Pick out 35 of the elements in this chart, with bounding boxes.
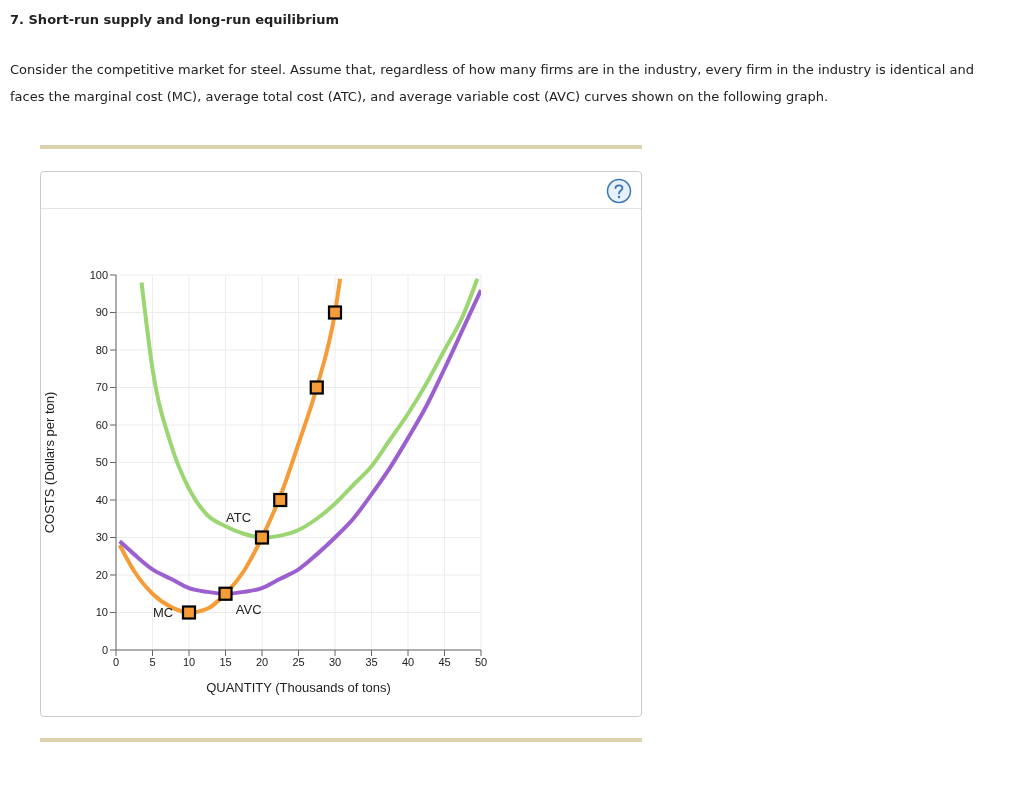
x-tick-label: 10 [182, 655, 196, 668]
y-tick-label: 100 [89, 268, 108, 281]
chart-subtitle: Consider the competitive market for steel. Assume that, regardless of how many firms are in the industry, every firm in the industry is identical and faces the marginal cost (MC), average total cost (ATC), and average variable cost (AVC) curves shown on the following graph. [10, 61, 975, 106]
x-tick-label: 40 [401, 655, 415, 668]
y-tick-label: 10 [95, 606, 108, 619]
x-tick-label: 45 [438, 655, 451, 668]
y-tick-label: 30 [95, 531, 108, 544]
point [327, 305, 343, 320]
y-tick-label: 70 [95, 381, 108, 394]
point [254, 530, 270, 545]
point [309, 380, 324, 395]
y-tick-label: 40 [95, 493, 108, 506]
x-tick-label: 20 [255, 655, 269, 668]
y-tick-label: 90 [95, 306, 108, 319]
series-label: AVC [235, 601, 262, 617]
x-tick-label: 5 [149, 655, 156, 668]
x-tick-label: 30 [328, 655, 342, 668]
point [218, 586, 233, 601]
x-axis-title: QUANTITY (Thousands of tons) [206, 680, 391, 695]
chart-title: 7. Short-run supply and long-run equilibrium [10, 12, 339, 27]
point [273, 492, 288, 508]
y-axis-title: COSTS (Dollars per ton) [41, 391, 57, 534]
x-tick-label: 0 [112, 655, 120, 668]
y-tick-label: 60 [95, 418, 108, 431]
y-tick-label: 50 [95, 456, 108, 469]
x-tick-label: 25 [292, 655, 305, 668]
x-tick-label: 15 [219, 655, 232, 668]
series-label: ATC [226, 509, 252, 525]
x-tick-label: 35 [365, 655, 378, 668]
series-label: MC [153, 604, 174, 620]
y-tick-label: 0 [101, 643, 108, 656]
y-tick-label: 80 [95, 343, 108, 356]
y-tick-label: 20 [95, 568, 108, 581]
point [181, 605, 197, 620]
x-tick-label: 50 [474, 655, 488, 668]
